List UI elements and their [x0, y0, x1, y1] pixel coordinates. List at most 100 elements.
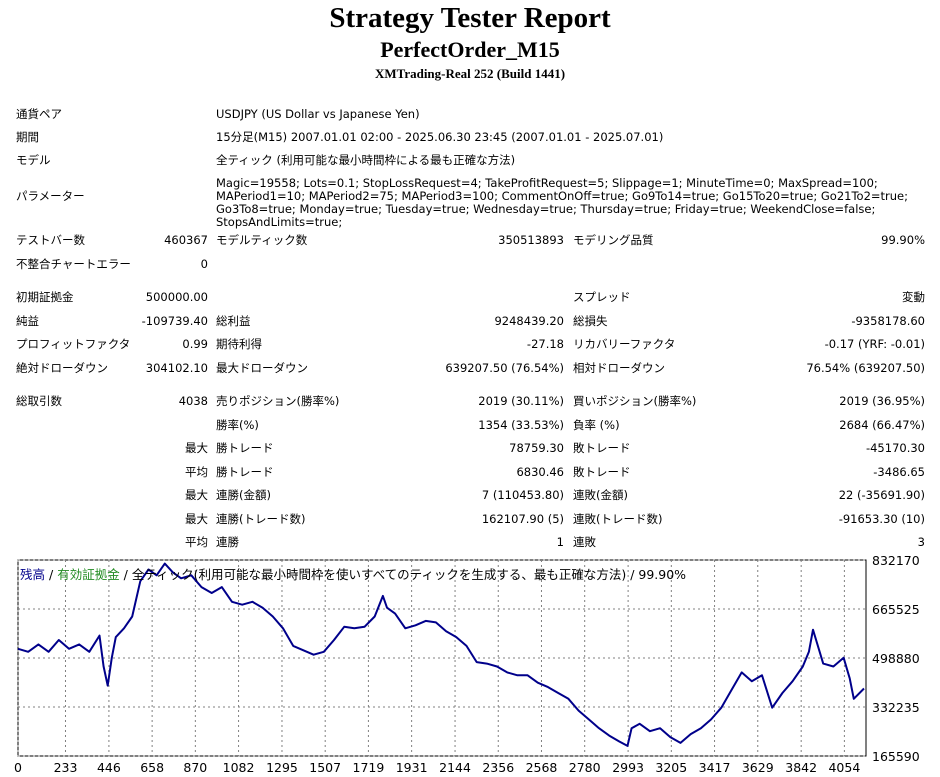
ticks-label: モデルティック数: [216, 233, 308, 247]
avg-win-value: 6830.46: [516, 465, 564, 479]
params-value: Magic=19558; Lots=0.1; StopLossRequest=4…: [216, 176, 909, 229]
max-label: 最大: [185, 488, 208, 502]
avg-win-label: 勝トレード: [216, 465, 274, 479]
y-tick-label: 165590: [872, 749, 920, 764]
x-tick-label: 4054: [828, 760, 860, 775]
gross-loss-label: 総損失: [573, 314, 608, 328]
expert-name: PerfectOrder_M15: [380, 37, 560, 62]
report-title: Strategy Tester Report: [329, 2, 611, 34]
x-tick-label: 3205: [655, 760, 687, 775]
total-trades-label: 総取引数: [16, 394, 62, 408]
consec-wins-trades-label: 連勝(トレード数): [216, 512, 306, 526]
consec-losses-trades-value: -91653.30 (10): [838, 512, 925, 526]
avg-loss-label: 敗トレード: [573, 465, 631, 479]
rel-drawdown-value: 76.54% (639207.50): [806, 361, 925, 375]
gross-loss-value: -9358178.60: [851, 314, 925, 328]
model-label: モデル: [16, 153, 51, 167]
net-profit-value: -109739.40: [141, 314, 208, 328]
quality-value: 99.90%: [881, 233, 925, 247]
profit-factor-value: 0.99: [182, 337, 208, 351]
win-rate-value: 1354 (33.53%): [478, 418, 564, 432]
x-tick-label: 0: [14, 760, 22, 775]
consec-wins-money-value: 7 (110453.80): [481, 488, 564, 502]
abs-drawdown-value: 304102.10: [145, 361, 208, 375]
profit-factor-label: プロフィットファクタ: [16, 337, 131, 351]
gross-profit-label: 総利益: [216, 314, 251, 328]
avg-label: 平均: [185, 465, 208, 479]
legend-balance: 残高: [20, 567, 46, 582]
x-tick-label: 870: [183, 760, 207, 775]
ticks-value: 350513893: [498, 233, 564, 247]
x-tick-label: 1931: [396, 760, 428, 775]
mismatch-value: 0: [200, 257, 208, 271]
avg-consec-losses-value: 3: [917, 535, 925, 549]
symbol-label: 通貨ペア: [16, 107, 62, 121]
loss-rate-value: 2684 (66.47%): [839, 418, 925, 432]
abs-drawdown-label: 絶対ドローダウン: [16, 361, 108, 375]
x-tick-label: 2780: [569, 760, 601, 775]
balance-chart: 0 233 446 658 870 1082 1295 1507 1719 1931 2144 235…: [14, 556, 920, 775]
x-tick-label: 3629: [742, 760, 774, 775]
quality-label: モデリング品質: [573, 233, 654, 247]
long-positions-label: 買いポジション(勝率%): [573, 394, 697, 408]
win-rate-label: 勝率(%): [216, 418, 259, 432]
x-tick-label: 1082: [223, 760, 255, 775]
x-tick-label: 233: [54, 760, 78, 775]
avg-consec-wins-value: 1: [556, 535, 564, 549]
expected-payoff-value: -27.18: [526, 337, 564, 351]
y-tick-label: 332235: [872, 700, 920, 715]
avg-label: 平均: [185, 535, 208, 549]
spread-value: 変動: [902, 290, 925, 304]
expected-payoff-label: 期待利得: [216, 337, 262, 351]
total-trades-value: 4038: [178, 394, 208, 408]
long-positions-value: 2019 (36.95%): [839, 394, 925, 408]
avg-loss-value: -3486.65: [873, 465, 925, 479]
largest-loss-value: -45170.30: [865, 441, 925, 455]
gross-profit-value: 9248439.20: [494, 314, 564, 328]
consec-wins-trades-value: 162107.90 (5): [481, 512, 564, 526]
x-tick-label: 2568: [526, 760, 558, 775]
consec-losses-money-label: 連敗(金額): [573, 488, 628, 502]
x-tick-label: 658: [140, 760, 164, 775]
recovery-factor-label: リカバリーファクタ: [573, 337, 676, 351]
largest-win-label: 勝トレード: [216, 441, 274, 455]
period-value: 15分足(M15) 2007.01.01 02:00 - 2025.06.30 …: [216, 130, 664, 144]
y-tick-label: 832170: [872, 556, 920, 568]
spread-label: スプレッド: [573, 290, 631, 304]
largest-loss-label: 敗トレード: [573, 441, 631, 455]
x-tick-label: 1507: [309, 760, 341, 775]
short-positions-value: 2019 (30.11%): [478, 394, 564, 408]
bars-value: 460367: [164, 233, 208, 247]
chart-legend: 残高 / 有効証拠金 / 全ティック(利用可能な最小時間枠を使いすべてのティック…: [20, 564, 686, 583]
y-tick-label: 498880: [872, 651, 920, 666]
balance-series-line: [17, 562, 865, 747]
x-tick-label: 3417: [699, 760, 731, 775]
short-positions-label: 売りポジション(勝率%): [216, 394, 340, 408]
bars-label: テストバー数: [16, 233, 85, 247]
x-tick-label: 2356: [482, 760, 514, 775]
consec-wins-money-label: 連勝(金額): [216, 488, 271, 502]
avg-consec-losses-label: 連敗: [573, 535, 596, 549]
max-label: 最大: [185, 512, 208, 526]
max-drawdown-label: 最大ドローダウン: [216, 361, 308, 375]
x-tick-label: 446: [97, 760, 121, 775]
legend-equity: 有効証拠金: [57, 567, 120, 582]
mismatch-label: 不整合チャートエラー: [16, 257, 131, 271]
deposit-value: 500000.00: [145, 290, 208, 304]
legend-description: / 全ティック(利用可能な最小時間枠を使いすべてのティックを生成する、最も正確な…: [119, 567, 687, 582]
x-tick-label: 2144: [439, 760, 471, 775]
broker-info: XMTrading-Real 252 (Build 1441): [374, 66, 566, 81]
consec-losses-money-value: 22 (-35691.90): [838, 488, 925, 502]
avg-consec-wins-label: 連勝: [216, 535, 239, 549]
period-label: 期間: [16, 130, 39, 144]
net-profit-label: 純益: [16, 314, 39, 328]
deposit-label: 初期証拠金: [16, 290, 74, 304]
recovery-factor-value: -0.17 (YRF: -0.01): [824, 337, 925, 351]
symbol-value: USDJPY (US Dollar vs Japanese Yen): [216, 107, 420, 121]
x-tick-label: 3842: [785, 760, 817, 775]
max-label: 最大: [185, 441, 208, 455]
max-drawdown-value: 639207.50 (76.54%): [445, 361, 564, 375]
y-tick-label: 665525: [872, 602, 920, 617]
x-tick-label: 1295: [266, 760, 298, 775]
largest-win-value: 78759.30: [509, 441, 564, 455]
